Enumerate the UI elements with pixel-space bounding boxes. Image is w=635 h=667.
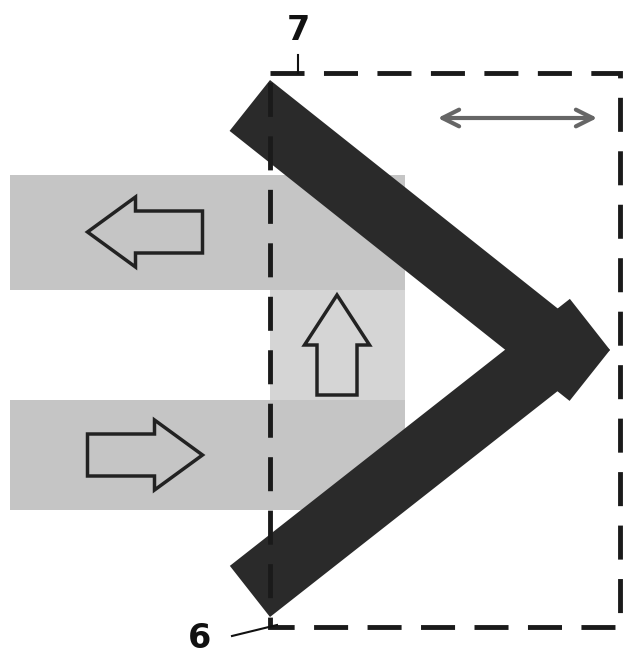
- Text: 7: 7: [286, 13, 310, 47]
- Bar: [10, 175, 405, 290]
- Bar: [270, 290, 405, 400]
- Polygon shape: [230, 80, 610, 401]
- Text: 6: 6: [189, 622, 211, 654]
- Polygon shape: [230, 299, 610, 617]
- Bar: [270, 73, 620, 627]
- Bar: [10, 400, 405, 510]
